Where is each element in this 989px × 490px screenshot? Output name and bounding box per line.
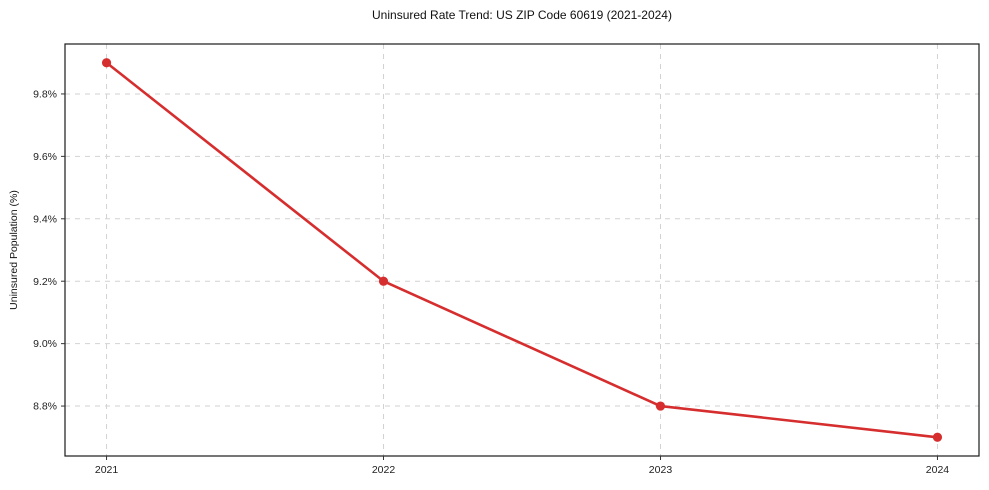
chart-title: Uninsured Rate Trend: US ZIP Code 60619 … [372, 8, 672, 22]
x-tick-label: 2024 [926, 464, 950, 476]
y-tick-label: 9.0% [33, 338, 57, 350]
y-tick-label: 9.8% [33, 89, 57, 101]
data-point-2021 [101, 58, 112, 68]
axes-spines [64, 43, 980, 457]
y-tick-label: 8.8% [33, 401, 57, 413]
data-point-2024 [932, 432, 943, 442]
trend-line [105, 61, 939, 439]
y-tick-label: 9.6% [33, 151, 57, 163]
plot-background [65, 44, 979, 456]
x-tick-label: 2021 [95, 464, 119, 476]
y-tick-label: 9.4% [33, 213, 57, 225]
x-tick-label: 2023 [649, 464, 673, 476]
y-tick-label: 9.2% [33, 276, 57, 288]
x-tick-label: 2022 [372, 464, 396, 476]
data-point-2022 [378, 276, 389, 286]
data-point-2023 [655, 401, 666, 411]
